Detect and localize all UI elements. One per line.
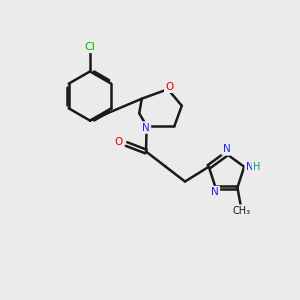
Text: H: H [253, 162, 260, 172]
Text: N: N [211, 187, 219, 197]
Text: N: N [223, 144, 230, 154]
Text: Cl: Cl [85, 42, 95, 52]
Text: CH₃: CH₃ [233, 206, 251, 216]
Text: N: N [142, 122, 150, 133]
Text: O: O [165, 82, 173, 92]
Text: O: O [114, 136, 122, 147]
Text: N: N [246, 162, 254, 172]
